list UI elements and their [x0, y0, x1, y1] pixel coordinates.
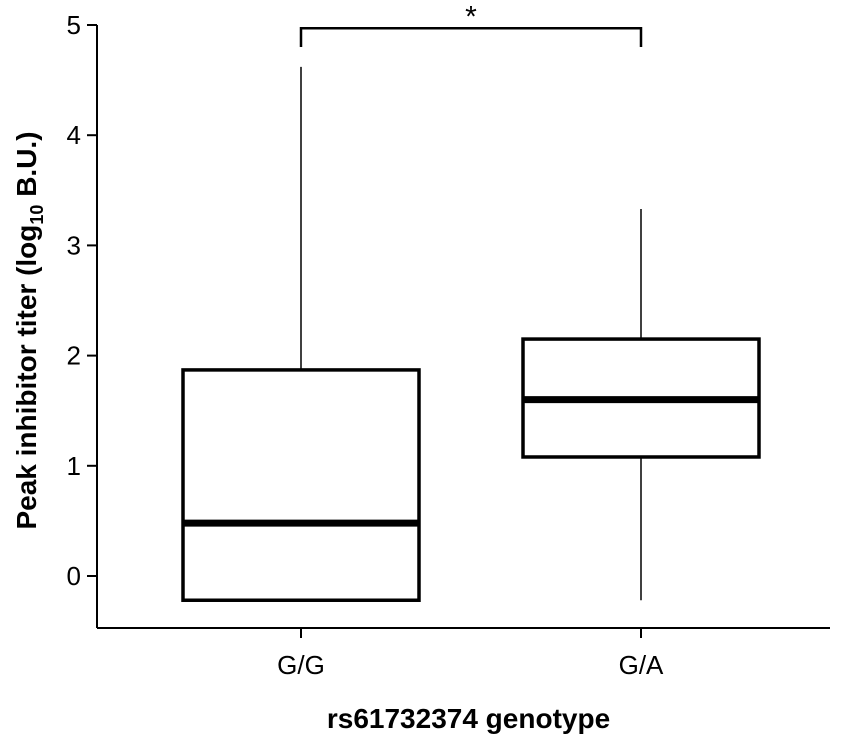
y-axis-title-suffix: B.U.)	[11, 131, 42, 204]
x-axis-title: rs61732374 genotype	[327, 703, 610, 734]
y-axis-ticks: 0 1 2 3 4 5	[67, 10, 97, 591]
significance-bracket-group: *	[299, 0, 643, 48]
box-G-A	[521, 209, 761, 601]
y-tick-label-2: 2	[67, 341, 81, 371]
y-axis-title-subscript: 10	[27, 205, 47, 225]
y-axis-title: Peak inhibitor titer (log10 B.U.)	[11, 131, 47, 529]
plot-area: 0 1 2 3 4 5 G/G G/A *	[67, 0, 830, 680]
y-axis-title-prefix: Peak inhibitor titer (log	[11, 225, 42, 530]
y-tick-label-5: 5	[67, 10, 81, 40]
iqr-box	[181, 368, 421, 602]
box-G-G	[181, 66, 421, 602]
x-tick-label-1: G/A	[619, 650, 664, 680]
x-tick-label-0: G/G	[277, 650, 325, 680]
y-tick-label-0: 0	[67, 561, 81, 591]
y-tick-label-3: 3	[67, 230, 81, 260]
y-tick-label-1: 1	[67, 451, 81, 481]
significance-bracket	[299, 27, 643, 48]
y-tick-label-4: 4	[67, 120, 81, 150]
boxes-group	[181, 66, 761, 602]
significance-asterisk: *	[465, 0, 477, 33]
x-axis-ticks: G/G G/A	[277, 628, 664, 680]
